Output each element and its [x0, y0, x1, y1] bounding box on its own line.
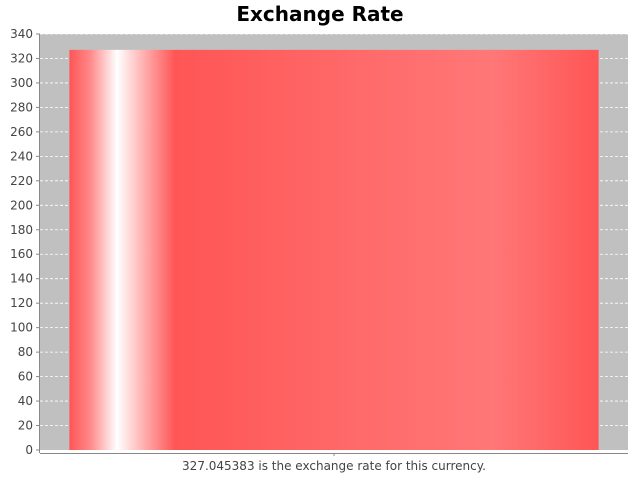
- y-tick-label: 300: [10, 76, 33, 90]
- y-tick-label: 260: [10, 125, 33, 139]
- y-tick-label: 20: [18, 419, 33, 433]
- y-axis: 0 20 40 60 80 100 120 140 160 180 200 220 240 260 280 3…: [10, 27, 40, 457]
- y-tick-label: 140: [10, 272, 33, 286]
- y-tick-label: 160: [10, 247, 33, 261]
- y-tick-label: 120: [10, 296, 33, 310]
- x-axis: 327.045383 is the exchange rate for this…: [40, 453, 628, 473]
- y-tick-label: 240: [10, 149, 33, 163]
- x-category-label: 327.045383 is the exchange rate for this…: [182, 459, 486, 473]
- y-tick-label: 320: [10, 51, 33, 65]
- y-tick-label: 40: [18, 394, 33, 408]
- y-tick-label: 220: [10, 174, 33, 188]
- y-tick-label: 200: [10, 198, 33, 212]
- bars: [69, 49, 599, 451]
- bar: [69, 49, 599, 451]
- chart-title: Exchange Rate: [236, 2, 403, 26]
- y-tick-label: 180: [10, 223, 33, 237]
- y-tick-label: 280: [10, 100, 33, 114]
- y-tick-label: 80: [18, 345, 33, 359]
- y-tick-label: 340: [10, 27, 33, 41]
- y-tick-label: 100: [10, 321, 33, 335]
- y-tick-label: 60: [18, 370, 33, 384]
- y-tick-label: 0: [25, 443, 33, 457]
